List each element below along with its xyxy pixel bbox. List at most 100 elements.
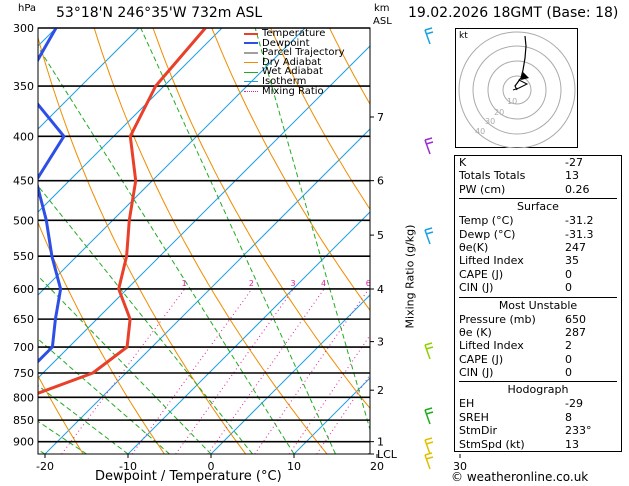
dewp-value: -31.3 bbox=[565, 227, 594, 241]
isotherm-line bbox=[44, 128, 370, 454]
mixing-ratio-label: 6 bbox=[366, 279, 371, 288]
wet-adiabat-line bbox=[38, 384, 129, 454]
mu-li-label: Lifted Index bbox=[459, 339, 524, 353]
mixing-ratio-axis-label: Mixing Ratio (g/kg) bbox=[403, 224, 417, 329]
cape-value: 0 bbox=[565, 267, 572, 281]
wind-barb-staff bbox=[424, 229, 431, 245]
eh-label: EH bbox=[459, 397, 475, 411]
wind-barb-flag bbox=[424, 407, 433, 411]
legend-isotherm: Isotherm bbox=[244, 77, 345, 87]
stmspd-label: StmSpd (kt) bbox=[459, 437, 525, 451]
legend-parcel-label: Parcel Trajectory bbox=[262, 47, 345, 59]
surface-section: Surface Temp (°C) -31.2 Dewp (°C) -31.3 θe… bbox=[459, 198, 617, 294]
mu-cin-value: 0 bbox=[565, 366, 572, 380]
mu-cape-value: 0 bbox=[565, 352, 572, 366]
row-cape: CAPE (J) 0 bbox=[459, 268, 617, 281]
legend-line bbox=[244, 62, 258, 64]
legend-line bbox=[244, 90, 258, 92]
wet-adiabat-line bbox=[254, 28, 370, 432]
hodograph-ring-label: 30 bbox=[485, 117, 495, 126]
mixing-ratio-label: 10 bbox=[425, 279, 435, 288]
mixing-ratio-label: 1 bbox=[182, 279, 187, 288]
temperature-curve bbox=[38, 28, 207, 395]
mu-li-value: 2 bbox=[565, 339, 572, 353]
pressure-tick-label: 700 bbox=[13, 341, 34, 354]
height-tick-label: LCL bbox=[377, 448, 398, 461]
pressure-tick-label: 450 bbox=[13, 175, 34, 188]
wet-adiabat-line bbox=[0, 28, 4, 454]
stmdir-label: StmDir bbox=[459, 424, 498, 438]
thetae-label: θe(K) bbox=[459, 240, 489, 254]
row-mu-pressure: Pressure (mb) 650 bbox=[459, 313, 617, 326]
wet-adiabat-line bbox=[38, 338, 170, 454]
row-mu-cape: CAPE (J) 0 bbox=[459, 353, 617, 366]
wind-barb-flag bbox=[425, 346, 434, 350]
wind-barb-flag bbox=[425, 141, 434, 145]
legend-line bbox=[244, 42, 258, 45]
isotherm-line bbox=[293, 377, 370, 454]
legend-temperature: Temperature bbox=[244, 29, 345, 39]
pressure-tick-label: 400 bbox=[13, 130, 34, 143]
eh-value: -29 bbox=[565, 397, 583, 411]
height-tick-label: 2 bbox=[377, 384, 384, 397]
wind-barb-flag bbox=[425, 411, 434, 415]
height-tick-label: 6 bbox=[377, 175, 384, 188]
sreh-value: 8 bbox=[565, 410, 572, 424]
mixing-ratio-label: 3 bbox=[290, 279, 295, 288]
hodograph-ring-label: 20 bbox=[494, 108, 504, 117]
row-mu-li: Lifted Index 2 bbox=[459, 339, 617, 352]
dry-adiabat-line bbox=[38, 221, 165, 454]
hodograph-storm-motion-marker bbox=[521, 72, 529, 80]
wind-barbs bbox=[424, 27, 434, 470]
pressure-tick-label: 650 bbox=[13, 313, 34, 326]
dry-adiabat-line bbox=[38, 35, 247, 454]
hodograph-section: Hodograph EH -29 SREH 8 StmDir 233° StmSpd … bbox=[459, 381, 617, 451]
hodograph-unit: kt bbox=[459, 31, 468, 41]
wind-barb-flag bbox=[425, 441, 434, 445]
isotherm-line bbox=[127, 211, 370, 454]
cin-value: 0 bbox=[565, 281, 572, 295]
pressure-unit-label: hPa bbox=[18, 3, 37, 14]
plot-frame bbox=[37, 27, 371, 455]
row-stmdir: StmDir 233° bbox=[459, 424, 617, 437]
hodograph-ring-label: 10 bbox=[507, 97, 517, 106]
legend-line bbox=[244, 51, 258, 54]
most-unstable-title: Most Unstable bbox=[498, 298, 578, 312]
wind-barb-flag bbox=[424, 27, 433, 31]
li-value: 35 bbox=[565, 254, 579, 268]
dry-adiabat-line bbox=[0, 28, 2, 454]
height-tick-label: 7 bbox=[377, 111, 384, 124]
datetime-title: 19.02.2026 18GMT (Base: 18) bbox=[408, 5, 619, 21]
hodograph: 10 20 30 40 kt bbox=[455, 28, 578, 148]
legend-dewpoint: Dewpoint bbox=[244, 38, 345, 49]
legend-line bbox=[244, 81, 258, 83]
dewp-label: Dewp (°C) bbox=[459, 227, 516, 241]
wind-barb-staff bbox=[424, 344, 431, 360]
location-title: 53°18'N 246°35'W 732m ASL bbox=[56, 5, 263, 21]
hodograph-ring bbox=[472, 45, 562, 135]
tt-label: Totals Totals bbox=[459, 169, 526, 183]
hodograph-trace bbox=[514, 35, 527, 91]
pressure-tick-label: 850 bbox=[13, 414, 34, 427]
wind-barb-staff bbox=[424, 439, 431, 455]
temperature-tick-label: 30 bbox=[453, 460, 467, 473]
x-axis-label: Dewpoint / Temperature (°C) bbox=[95, 469, 282, 484]
height-tick-label: 3 bbox=[377, 336, 384, 349]
sreh-label: SREH bbox=[459, 410, 489, 424]
wind-barb-flag bbox=[425, 31, 434, 35]
temperature-tick-label: 20 bbox=[370, 460, 384, 473]
mu-pressure-value: 650 bbox=[565, 312, 586, 326]
row-thetae: θe(K) 247 bbox=[459, 241, 617, 254]
pw-value: 0.26 bbox=[565, 182, 590, 196]
pressure-tick-label: 600 bbox=[13, 283, 34, 296]
hodograph-ring-label: 40 bbox=[475, 127, 485, 136]
k-label: K bbox=[459, 156, 467, 169]
hodograph-title: Hodograph bbox=[507, 383, 569, 397]
row-dewp: Dewp (°C) -31.3 bbox=[459, 228, 617, 241]
row-mu-cin: CIN (J) 0 bbox=[459, 366, 617, 379]
mixing-ratio-line bbox=[175, 288, 294, 454]
temp-label: Temp (°C) bbox=[459, 214, 514, 228]
row-pw: PW (cm) 0.26 bbox=[455, 183, 621, 196]
